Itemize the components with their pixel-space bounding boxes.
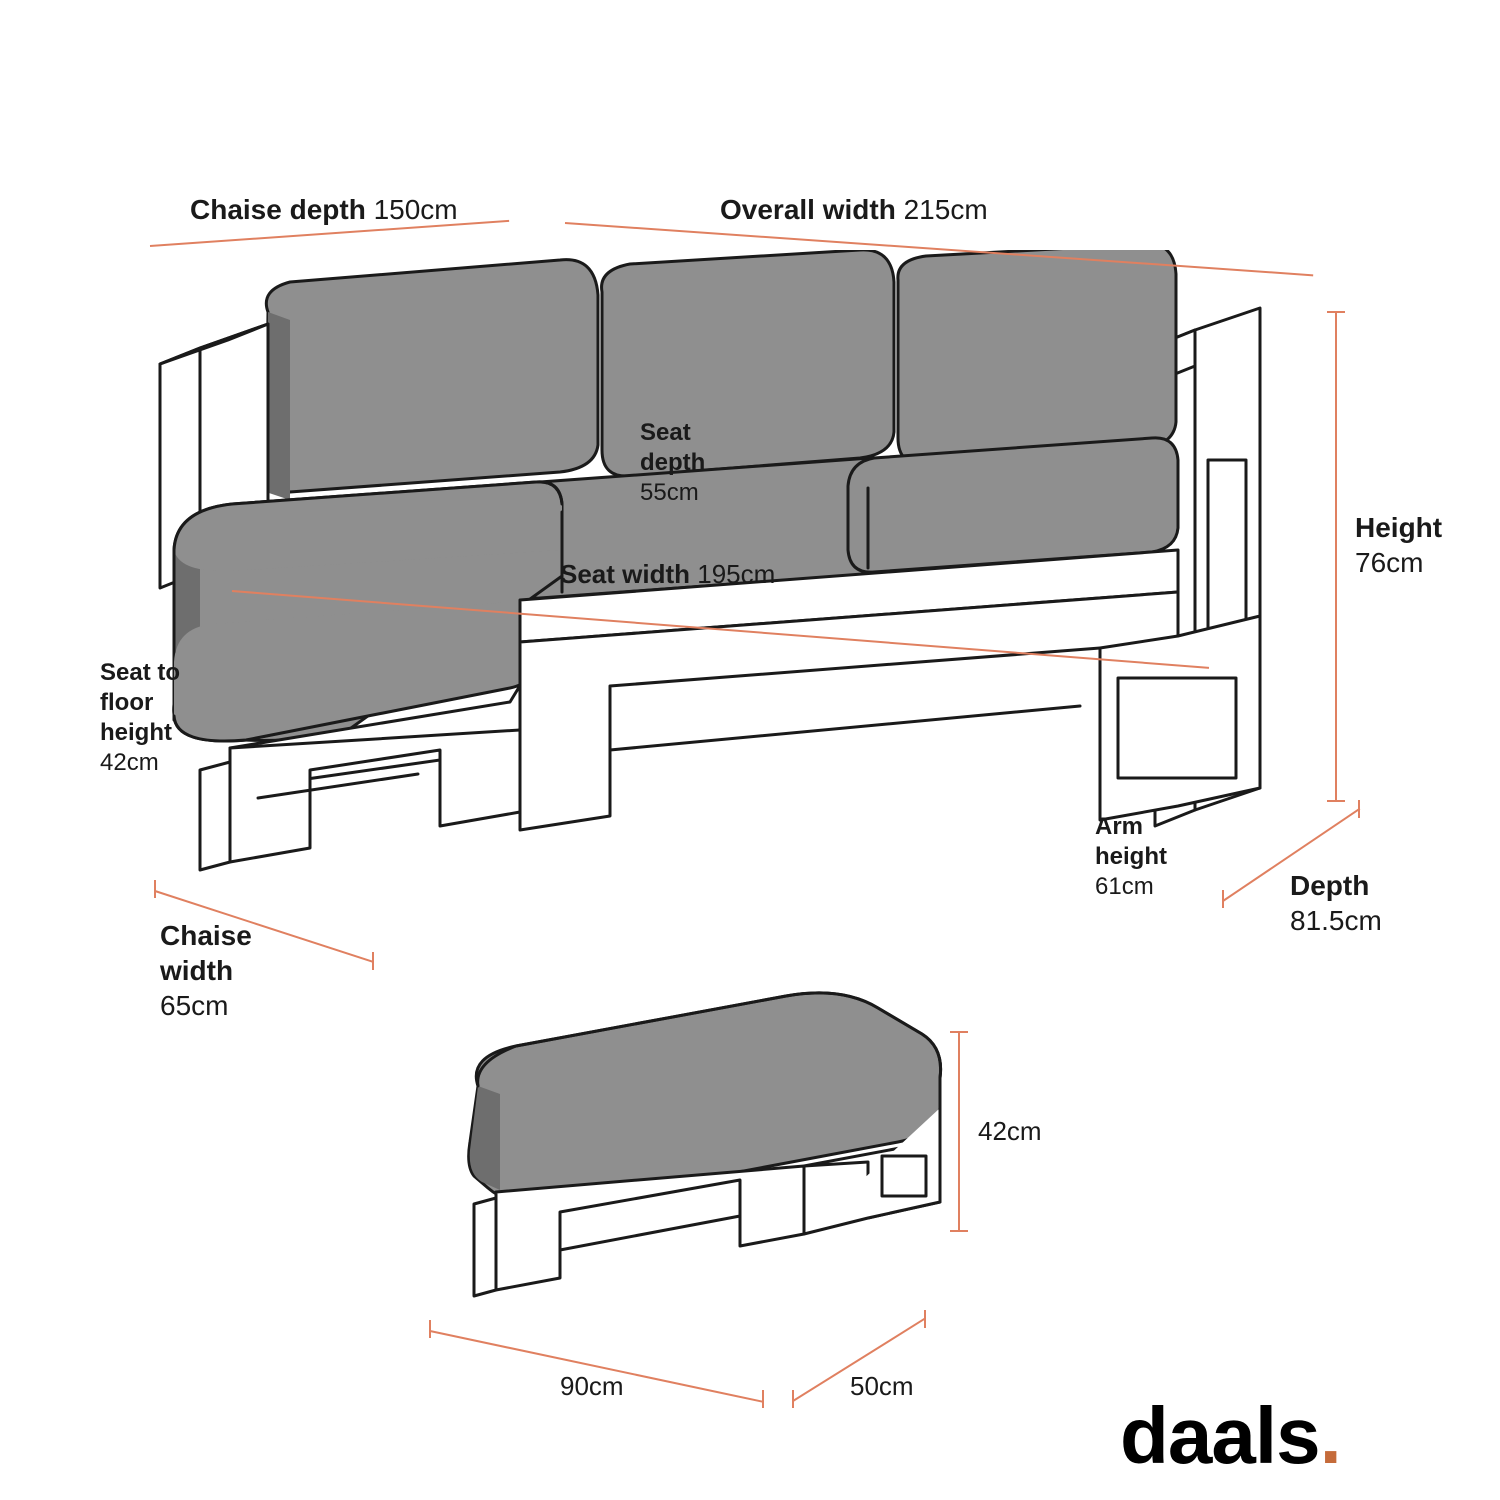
label-stool-depth-val: 50cm — [850, 1371, 914, 1401]
label-stf-2: floor — [100, 688, 180, 718]
label-seat-width-val: 195cm — [697, 559, 775, 589]
label-overall-width: Overall width 215cm — [720, 192, 988, 227]
dim-height-line — [1335, 312, 1337, 802]
label-stool-height: 42cm — [978, 1115, 1042, 1148]
dim-stool-height-tick-t — [950, 1031, 968, 1033]
label-seat-width-name: Seat width — [560, 559, 690, 589]
label-seat-depth: Seat depth 55cm — [640, 418, 705, 508]
label-seat-width: Seat width 195cm — [560, 558, 775, 591]
label-stf-val: 42cm — [100, 749, 159, 776]
label-chaise-width: Chaise width 65cm — [160, 918, 252, 1023]
brand-name: daals — [1120, 1391, 1320, 1480]
dim-stool-width-tick-r — [762, 1390, 764, 1408]
dim-stool-depth-tick-r — [924, 1310, 926, 1328]
label-depth: Depth 81.5cm — [1290, 868, 1382, 938]
dim-stool-depth-tick-l — [792, 1390, 794, 1408]
label-ah-val: 61cm — [1095, 873, 1154, 900]
brand-logo: daals. — [1120, 1390, 1341, 1482]
dim-stool-width-tick-l — [429, 1320, 431, 1338]
label-seat-depth-val: 55cm — [640, 479, 699, 506]
dim-chaise-width-tick-l — [154, 880, 156, 898]
label-chaise-depth: Chaise depth 150cm — [190, 192, 458, 227]
dim-stool-height-line — [958, 1032, 960, 1232]
label-overall-width-val: 215cm — [904, 194, 988, 225]
label-height-val: 76cm — [1355, 547, 1423, 578]
label-height-name: Height — [1355, 510, 1442, 545]
label-chaise-depth-val: 150cm — [374, 194, 458, 225]
label-ah-1: Arm — [1095, 812, 1167, 842]
label-seat-depth-name-2: depth — [640, 448, 705, 478]
label-stool-height-val: 42cm — [978, 1116, 1042, 1146]
brand-dot: . — [1320, 1391, 1341, 1480]
dim-height-tick-t — [1327, 311, 1345, 313]
label-stool-width-val: 90cm — [560, 1371, 624, 1401]
dim-depth-tick-l — [1222, 890, 1224, 908]
dim-depth-tick-r — [1358, 800, 1360, 818]
label-stf-1: Seat to — [100, 658, 180, 688]
label-stool-width: 90cm — [560, 1370, 624, 1403]
label-stool-depth: 50cm — [850, 1370, 914, 1403]
label-ah-2: height — [1095, 842, 1167, 872]
label-overall-width-name: Overall width — [720, 194, 896, 225]
label-depth-name: Depth — [1290, 868, 1382, 903]
dim-height-tick-b — [1327, 800, 1345, 802]
label-seat-depth-name-1: Seat — [640, 418, 705, 448]
label-cw-2: width — [160, 953, 252, 988]
stool-drawing — [430, 990, 950, 1320]
label-seat-to-floor: Seat to floor height 42cm — [100, 658, 180, 778]
dim-chaise-width-tick-r — [372, 952, 374, 970]
label-cw-val: 65cm — [160, 990, 228, 1021]
label-cw-1: Chaise — [160, 918, 252, 953]
label-depth-val: 81.5cm — [1290, 905, 1382, 936]
dim-stool-height-tick-b — [950, 1230, 968, 1232]
label-height: Height 76cm — [1355, 510, 1442, 580]
label-arm-height: Arm height 61cm — [1095, 812, 1167, 902]
label-chaise-depth-name: Chaise depth — [190, 194, 366, 225]
label-stf-3: height — [100, 718, 180, 748]
